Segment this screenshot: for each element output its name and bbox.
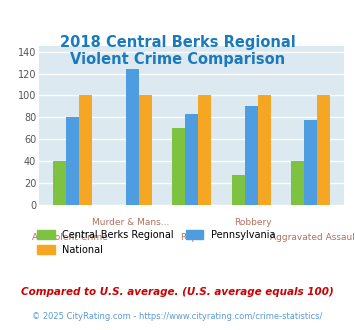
Bar — [66, 117, 79, 205]
Text: Rape: Rape — [180, 233, 203, 242]
Bar — [172, 128, 185, 205]
Bar — [258, 95, 271, 205]
Bar — [185, 114, 198, 205]
Bar — [198, 95, 211, 205]
Bar — [126, 69, 139, 205]
Bar — [231, 175, 245, 205]
Text: © 2025 CityRating.com - https://www.cityrating.com/crime-statistics/: © 2025 CityRating.com - https://www.city… — [32, 312, 323, 321]
Text: Compared to U.S. average. (U.S. average equals 100): Compared to U.S. average. (U.S. average … — [21, 287, 334, 297]
Bar — [139, 95, 152, 205]
Bar — [291, 161, 304, 205]
Text: Robbery: Robbery — [234, 218, 272, 227]
Bar — [317, 95, 331, 205]
Bar — [245, 106, 258, 205]
Bar — [304, 120, 317, 205]
Legend: Central Berks Regional, National, Pennsylvania: Central Berks Regional, National, Pennsy… — [33, 226, 279, 259]
Text: Murder & Mans...: Murder & Mans... — [92, 218, 169, 227]
Text: Aggravated Assault: Aggravated Assault — [269, 233, 355, 242]
Bar — [53, 161, 66, 205]
Text: All Violent Crime: All Violent Crime — [32, 233, 108, 242]
Text: 2018 Central Berks Regional
Violent Crime Comparison: 2018 Central Berks Regional Violent Crim… — [60, 35, 295, 67]
Bar — [79, 95, 92, 205]
